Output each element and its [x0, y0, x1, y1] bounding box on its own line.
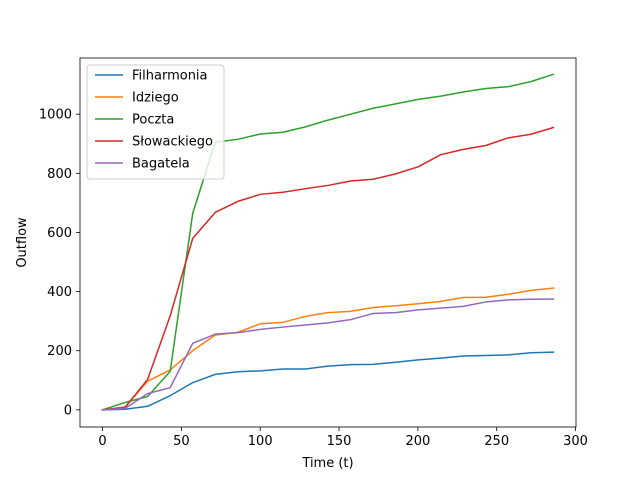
- legend-label-1: Idziego: [132, 91, 179, 106]
- series-line-4: [101, 298, 555, 411]
- x-tick-label: 200: [405, 434, 430, 449]
- legend-box: [86, 64, 225, 180]
- y-tick-label: 400: [47, 285, 72, 300]
- legend-label-3: Słowackiego: [132, 135, 213, 150]
- legend-label-2: Poczta: [132, 113, 174, 128]
- y-tick-label: 0: [64, 403, 72, 418]
- plot-frame: [79, 57, 577, 428]
- legend: Filharmonia Idziego Poczta Słowackiego Bagat…: [86, 64, 225, 180]
- series-line-0: [101, 351, 555, 411]
- y-tick-label: 800: [47, 167, 72, 182]
- x-tick-label: 50: [173, 434, 190, 449]
- series-lines: [101, 73, 555, 411]
- x-tick-label: 0: [98, 434, 106, 449]
- x-tick-label: 100: [248, 434, 273, 449]
- legend-label-4: Bagatela: [132, 157, 190, 172]
- series-line-1: [101, 287, 555, 411]
- series-line-2: [101, 73, 555, 411]
- y-tick-label: 600: [47, 226, 72, 241]
- series-line-3: [101, 126, 555, 411]
- x-axis-label: Time (t): [301, 456, 353, 471]
- x-tick-label: 300: [563, 434, 588, 449]
- y-tick-label: 1000: [39, 108, 72, 123]
- y-axis-label: Outflow: [15, 217, 30, 268]
- axes: 0 50 100 150 200 250 300 0 200 400 600 800 1000 Time …: [15, 57, 588, 471]
- x-tick-label: 250: [484, 434, 509, 449]
- y-tick-label: 200: [47, 344, 72, 359]
- legend-label-0: Filharmonia: [132, 69, 208, 84]
- x-tick-label: 150: [327, 434, 352, 449]
